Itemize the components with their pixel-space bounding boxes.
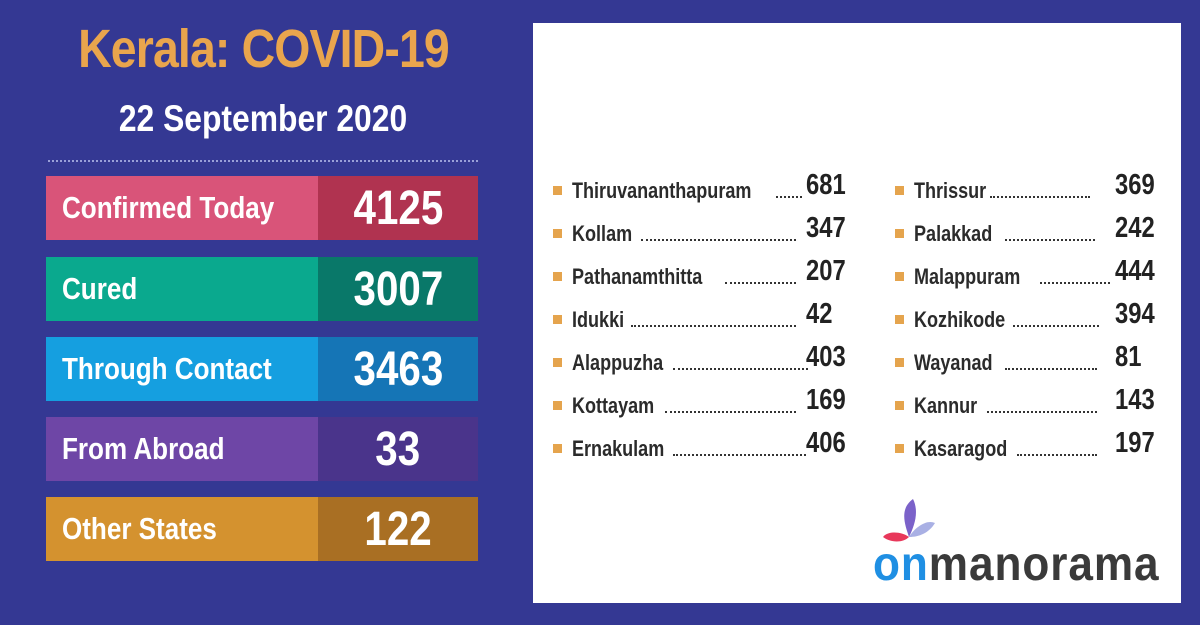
district-value: 143 xyxy=(1115,384,1155,416)
district-name: Thrissur xyxy=(914,177,987,203)
stat-label-other-states: Other States xyxy=(46,497,318,561)
district-row: Thrissur 369 xyxy=(895,169,1175,212)
district-value: 42 xyxy=(806,298,833,330)
district-value: 369 xyxy=(1115,169,1155,201)
district-name: Kozhikode xyxy=(914,306,1006,332)
district-row: Ernakulam 406 xyxy=(553,427,853,470)
bullet-icon xyxy=(553,186,562,195)
bullet-icon xyxy=(553,272,562,281)
stat-value-contact: 3463 xyxy=(318,337,478,401)
district-value: 403 xyxy=(806,341,846,373)
bullet-icon xyxy=(895,401,904,410)
stat-confirmed-today: Confirmed Today 4125 xyxy=(46,176,478,240)
district-row: Kollam 347 xyxy=(553,212,853,255)
stat-from-abroad: From Abroad 33 xyxy=(46,417,478,481)
butterfly-icon xyxy=(883,499,935,542)
district-name: Palakkad xyxy=(914,220,993,246)
district-name: Idukki xyxy=(572,306,625,332)
stat-value-abroad: 33 xyxy=(318,417,478,481)
header-divider xyxy=(48,160,478,162)
district-value: 207 xyxy=(806,255,846,287)
district-name: Pathanamthitta xyxy=(572,263,703,289)
bullet-icon xyxy=(895,272,904,281)
district-row: Pathanamthitta 207 xyxy=(553,255,853,298)
stat-label-cured: Cured xyxy=(46,257,318,321)
district-row: Malappuram 444 xyxy=(895,255,1175,298)
stat-value-confirmed: 4125 xyxy=(318,176,478,240)
stat-other-states: Other States 122 xyxy=(46,497,478,561)
district-name: Ernakulam xyxy=(572,435,665,461)
district-value: 81 xyxy=(1115,341,1142,373)
bullet-icon xyxy=(895,358,904,367)
bullet-icon xyxy=(553,315,562,324)
onmanorama-logo: onmanorama xyxy=(873,497,1173,592)
district-value: 242 xyxy=(1115,212,1155,244)
district-row: Alappuzha 403 xyxy=(553,341,853,384)
stat-through-contact: Through Contact 3463 xyxy=(46,337,478,401)
district-row: Palakkad 242 xyxy=(895,212,1175,255)
district-value: 197 xyxy=(1115,427,1155,459)
district-value: 394 xyxy=(1115,298,1155,330)
bullet-icon xyxy=(895,186,904,195)
district-row: Idukki 42 xyxy=(553,298,853,341)
stat-value-other-states: 122 xyxy=(318,497,478,561)
page-title: Kerala: COVID-19 xyxy=(78,19,450,79)
district-value: 406 xyxy=(806,427,846,459)
district-value: 347 xyxy=(806,212,846,244)
district-name: Alappuzha xyxy=(572,349,664,375)
bullet-icon xyxy=(553,444,562,453)
stat-label-contact: Through Contact xyxy=(46,337,318,401)
bullet-icon xyxy=(895,444,904,453)
stat-label-confirmed: Confirmed Today xyxy=(46,176,318,240)
bullet-icon xyxy=(895,229,904,238)
district-row: Kozhikode 394 xyxy=(895,298,1175,341)
district-value: 169 xyxy=(806,384,846,416)
district-value: 681 xyxy=(806,169,846,201)
district-column-left: Thiruvananthapuram 681 Kollam 347 Pathanam… xyxy=(553,169,853,470)
district-row: Wayanad 81 xyxy=(895,341,1175,384)
bullet-icon xyxy=(553,358,562,367)
district-name: Wayanad xyxy=(914,349,993,375)
stat-label-abroad: From Abroad xyxy=(46,417,318,481)
report-date: 22 September 2020 xyxy=(118,98,408,139)
stat-value-cured: 3007 xyxy=(318,257,478,321)
district-name: Kollam xyxy=(572,220,633,246)
bullet-icon xyxy=(553,401,562,410)
district-name: Kannur xyxy=(914,392,978,418)
district-column-right: Thrissur 369 Palakkad 242 Malappuram 444 Ko… xyxy=(895,169,1175,470)
district-name: Thiruvananthapuram xyxy=(572,177,752,203)
logo-manorama-text: manorama xyxy=(928,538,1160,591)
bullet-icon xyxy=(895,315,904,324)
district-value: 444 xyxy=(1115,255,1155,287)
district-panel: Thiruvananthapuram 681 Kollam 347 Pathanam… xyxy=(533,23,1181,603)
district-row: Kannur 143 xyxy=(895,384,1175,427)
stat-cured: Cured 3007 xyxy=(46,257,478,321)
district-row: Kasaragod 197 xyxy=(895,427,1175,470)
district-name: Malappuram xyxy=(914,263,1021,289)
bullet-icon xyxy=(553,229,562,238)
district-row: Kottayam 169 xyxy=(553,384,853,427)
district-name: Kottayam xyxy=(572,392,655,418)
district-row: Thiruvananthapuram 681 xyxy=(553,169,853,212)
logo-on-text: on xyxy=(873,538,929,591)
district-name: Kasaragod xyxy=(914,435,1008,461)
